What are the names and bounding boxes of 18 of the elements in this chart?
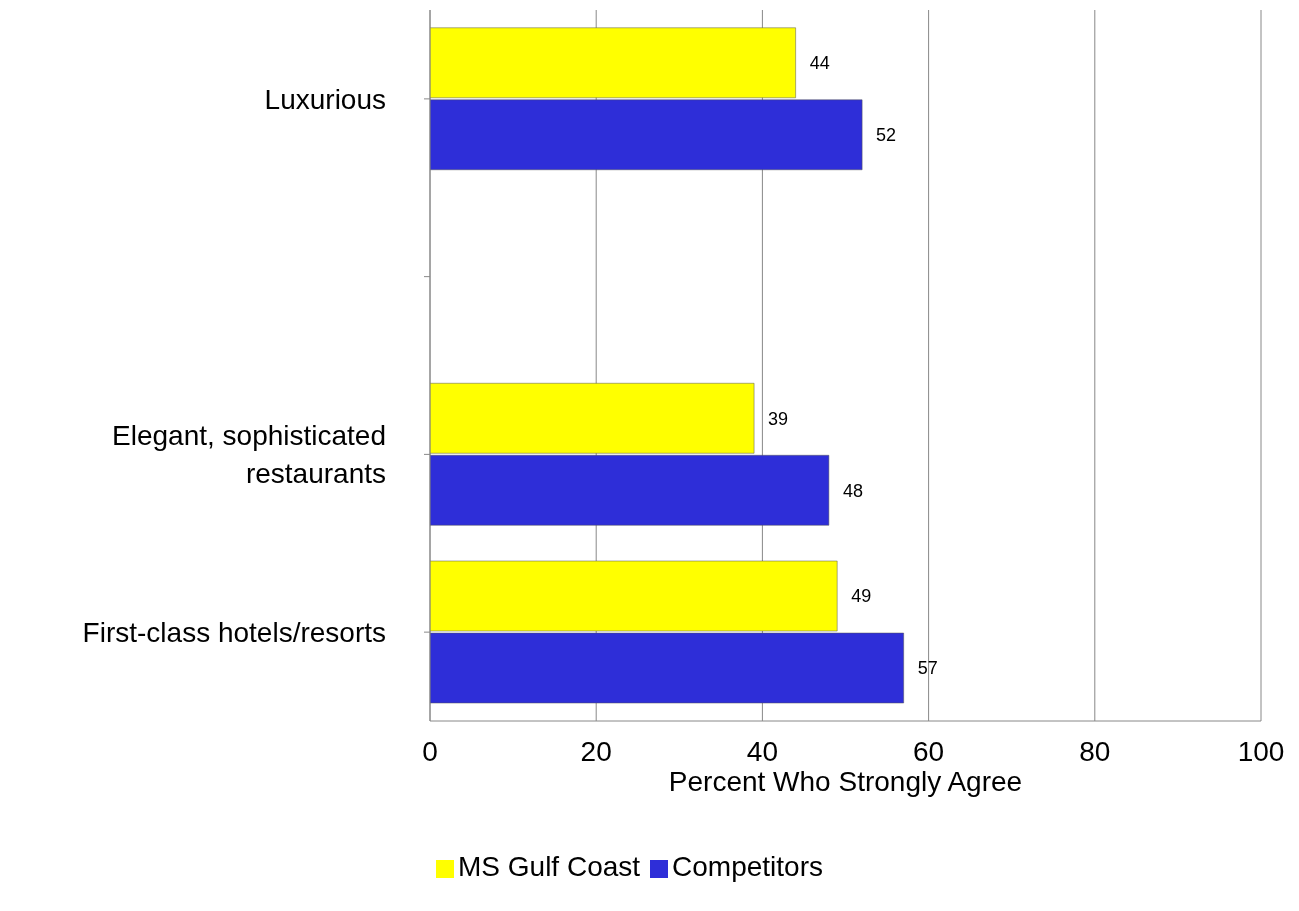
legend-label: MS Gulf Coast [458,851,641,882]
x-tick-label: 40 [746,735,778,767]
data-label: 49 [851,586,872,607]
y-tick-label: Elegant, sophisticated restaurants [112,419,386,489]
data-label: 52 [876,125,897,146]
data-label: 44 [809,53,830,74]
x-tick-label: 20 [580,735,612,767]
x-tick-label: 80 [1079,735,1111,767]
x-tick-label: 60 [913,735,945,767]
legend-label: Competitors [672,851,823,882]
y-tick-label: First-class hotels/resorts [82,616,386,648]
data-label: 48 [842,480,863,501]
data-label: 39 [768,408,789,429]
y-tick-label: Luxurious [264,83,386,115]
x-tick-label: 0 [422,735,438,767]
data-label: 57 [917,658,938,679]
x-tick-label: 100 [1237,735,1285,767]
x-axis-title: Percent Who Strongly Agree [668,766,1023,797]
